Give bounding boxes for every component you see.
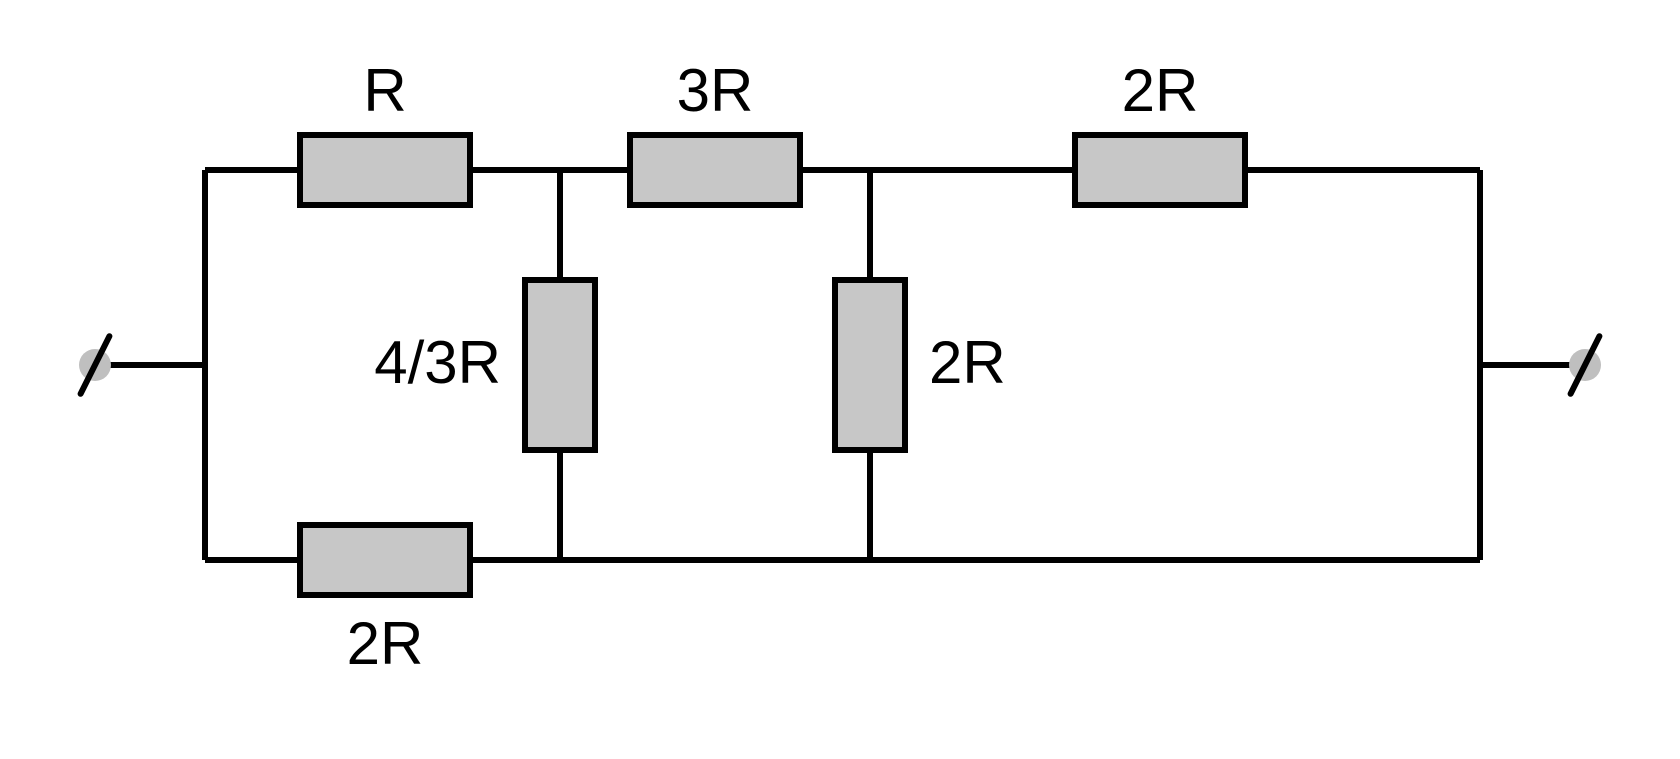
resistor-label-R_top1: R bbox=[363, 57, 406, 124]
resistor-label-R_bot1: 2R bbox=[347, 610, 424, 677]
resistor-R_top1 bbox=[300, 135, 470, 205]
resistor-R_top3 bbox=[1075, 135, 1245, 205]
resistor-R_mid2 bbox=[835, 280, 905, 450]
resistor-R_mid1 bbox=[525, 280, 595, 450]
resistor-label-R_top2: 3R bbox=[677, 57, 754, 124]
resistor-label-R_mid2: 2R bbox=[929, 329, 1006, 396]
resistor-R_bot1 bbox=[300, 525, 470, 595]
circuit-diagram: R 3R 2R 4/3R 2R 2R bbox=[0, 0, 1680, 759]
resistor-label-R_top3: 2R bbox=[1122, 57, 1199, 124]
resistor-R_top2 bbox=[630, 135, 800, 205]
resistor-label-R_mid1: 4/3R bbox=[374, 329, 501, 396]
